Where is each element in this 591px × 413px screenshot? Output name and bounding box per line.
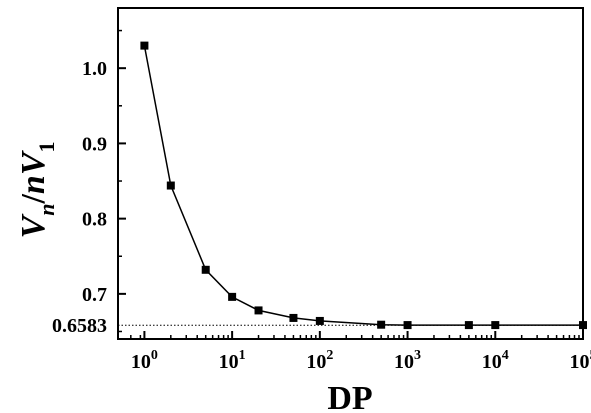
data-point (491, 321, 500, 330)
plot-frame (117, 7, 584, 340)
x-tick-label: 102 (306, 348, 333, 373)
data-point (315, 316, 324, 325)
data-point (403, 321, 412, 330)
data-point (579, 321, 587, 330)
y-axis-title: Vn/nV1 (15, 142, 59, 239)
data-layer (140, 41, 587, 330)
reference-line-label: 0.6583 (52, 315, 107, 337)
data-point (140, 41, 149, 50)
reference-layer: 0.6583 (52, 315, 583, 337)
ticks-layer: 100 101 102 103 104 105 0.7 0.8 0.9 1.0 (82, 29, 591, 373)
data-point (464, 321, 473, 330)
data-point (377, 320, 386, 329)
data-point (289, 313, 298, 322)
x-tick-label: 101 (219, 348, 246, 373)
y-tick-label: 0.9 (82, 133, 107, 155)
x-tick-label: 103 (394, 348, 421, 373)
y-tick-label: 0.8 (82, 209, 107, 231)
data-point (166, 181, 175, 190)
data-point (254, 306, 263, 315)
y-tick-label: 1.0 (82, 58, 107, 80)
x-tick-label: 105 (570, 348, 591, 373)
series-line (143, 45, 583, 326)
data-point (228, 292, 237, 301)
x-tick-label: 100 (131, 348, 158, 373)
x-axis-title: DP (327, 380, 372, 413)
y-tick-label: 0.7 (82, 284, 107, 306)
data-point (201, 265, 210, 274)
x-tick-label: 104 (482, 348, 509, 373)
